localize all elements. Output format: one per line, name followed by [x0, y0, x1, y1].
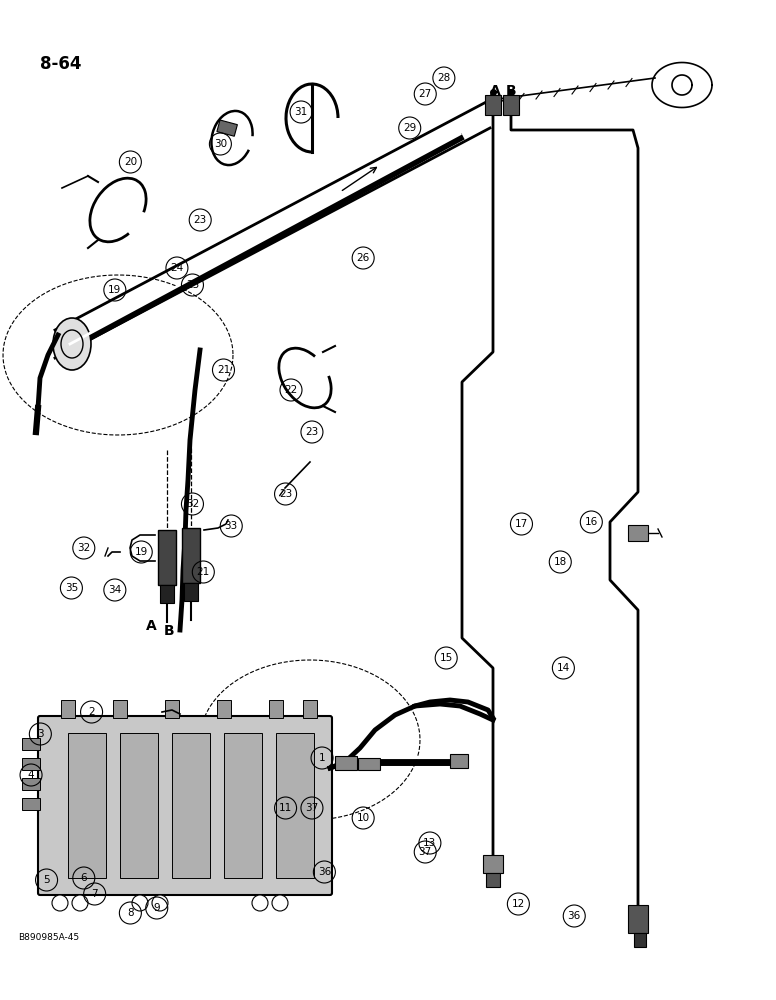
Text: 33: 33	[224, 521, 238, 531]
Text: 21: 21	[196, 567, 210, 577]
Bar	[217, 120, 237, 136]
Bar	[628, 525, 648, 541]
Bar	[224, 733, 262, 878]
Text: 27: 27	[418, 89, 432, 99]
Text: 21: 21	[217, 365, 230, 375]
Bar	[182, 528, 200, 583]
Bar	[358, 758, 380, 770]
Text: 15: 15	[439, 653, 453, 663]
Circle shape	[252, 895, 268, 911]
FancyArrowPatch shape	[279, 490, 283, 496]
Text: 8-64: 8-64	[40, 55, 81, 73]
Bar	[165, 700, 179, 718]
Text: 6: 6	[81, 873, 87, 883]
Bar	[172, 733, 210, 878]
Text: 5: 5	[43, 875, 50, 885]
Text: 9: 9	[154, 903, 160, 913]
Text: B: B	[164, 624, 175, 638]
Text: 19: 19	[134, 547, 148, 557]
Bar	[628, 905, 648, 933]
Bar	[269, 700, 283, 718]
Text: 32: 32	[77, 543, 91, 553]
Text: 37: 37	[418, 847, 432, 857]
Text: 24: 24	[170, 263, 184, 273]
Bar	[486, 873, 500, 887]
Text: 11: 11	[279, 803, 293, 813]
Text: 23: 23	[305, 427, 319, 437]
Text: 13: 13	[423, 838, 437, 848]
Bar	[184, 583, 198, 601]
Text: 16: 16	[584, 517, 598, 527]
Text: 31: 31	[294, 107, 308, 117]
Text: B890985A-45: B890985A-45	[18, 934, 79, 942]
Text: 36: 36	[317, 867, 331, 877]
Circle shape	[132, 895, 148, 911]
Circle shape	[272, 895, 288, 911]
Text: 23: 23	[193, 215, 207, 225]
Text: 4: 4	[28, 770, 34, 780]
Text: 14: 14	[556, 663, 570, 673]
Text: 36: 36	[567, 911, 581, 921]
Text: 8: 8	[127, 908, 133, 918]
Text: 2: 2	[88, 707, 95, 717]
Text: 25: 25	[185, 280, 199, 290]
Text: A: A	[146, 619, 157, 633]
Text: 12: 12	[511, 899, 525, 909]
Bar	[22, 798, 40, 810]
Bar	[160, 585, 174, 603]
Text: 30: 30	[214, 139, 227, 149]
Text: 20: 20	[124, 157, 137, 167]
Text: 35: 35	[64, 583, 78, 593]
Bar	[22, 758, 40, 770]
Bar	[450, 754, 468, 768]
Text: 19: 19	[108, 285, 122, 295]
Bar	[483, 855, 503, 873]
Text: 1: 1	[319, 753, 325, 763]
Text: 34: 34	[108, 585, 122, 595]
Text: 22: 22	[284, 385, 298, 395]
Ellipse shape	[53, 318, 91, 370]
Text: 26: 26	[356, 253, 370, 263]
Text: 32: 32	[185, 499, 199, 509]
Circle shape	[52, 895, 68, 911]
Text: 23: 23	[279, 489, 293, 499]
Bar	[276, 733, 314, 878]
Circle shape	[152, 895, 168, 911]
Text: 17: 17	[514, 519, 528, 529]
Bar	[120, 733, 158, 878]
Bar	[22, 778, 40, 790]
Bar	[61, 700, 75, 718]
Text: B: B	[505, 84, 516, 98]
Bar	[217, 700, 231, 718]
Bar	[22, 738, 40, 750]
Bar	[485, 95, 501, 115]
Bar	[503, 95, 519, 115]
Text: A: A	[490, 84, 501, 98]
Text: 7: 7	[92, 889, 98, 899]
Bar	[113, 700, 127, 718]
Bar	[303, 700, 317, 718]
Text: 29: 29	[403, 123, 417, 133]
Text: 28: 28	[437, 73, 451, 83]
Bar	[335, 756, 357, 770]
Text: 3: 3	[37, 729, 43, 739]
Bar	[68, 733, 106, 878]
FancyBboxPatch shape	[38, 716, 332, 895]
Bar	[158, 530, 176, 585]
Text: 10: 10	[357, 813, 369, 823]
Circle shape	[72, 895, 88, 911]
Text: 18: 18	[553, 557, 567, 567]
Text: 37: 37	[305, 803, 319, 813]
Bar	[634, 933, 646, 947]
